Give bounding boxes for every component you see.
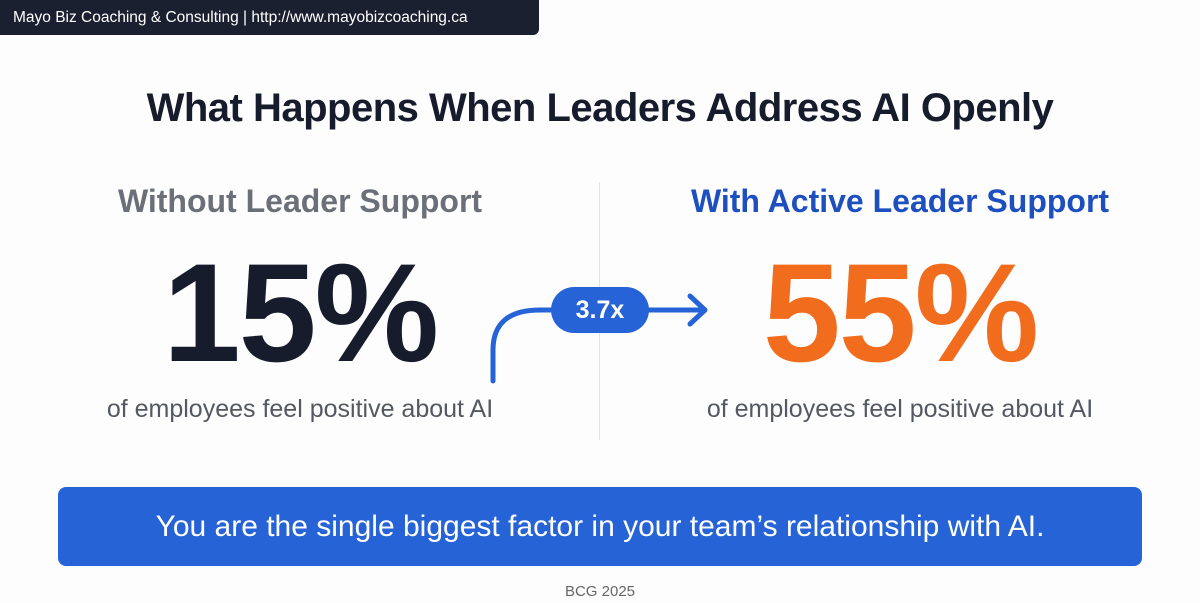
callout-banner: You are the single biggest factor in you…	[58, 487, 1142, 566]
source-citation: BCG 2025	[564, 583, 636, 600]
right-heading: With Active Leader Support	[690, 183, 1110, 219]
left-heading: Without Leader Support	[117, 183, 483, 219]
multiplier-badge: 3.7x	[551, 287, 649, 333]
right-caption: of employees feel positive about AI	[706, 395, 1094, 423]
page-title: What Happens When Leaders Address AI Ope…	[146, 86, 1054, 130]
right-stat-value: 55%	[762, 234, 1039, 391]
source-banner: Mayo Biz Coaching & Consulting | http://…	[0, 0, 539, 35]
left-stat-value: 15%	[162, 234, 439, 391]
left-caption: of employees feel positive about AI	[106, 395, 494, 423]
